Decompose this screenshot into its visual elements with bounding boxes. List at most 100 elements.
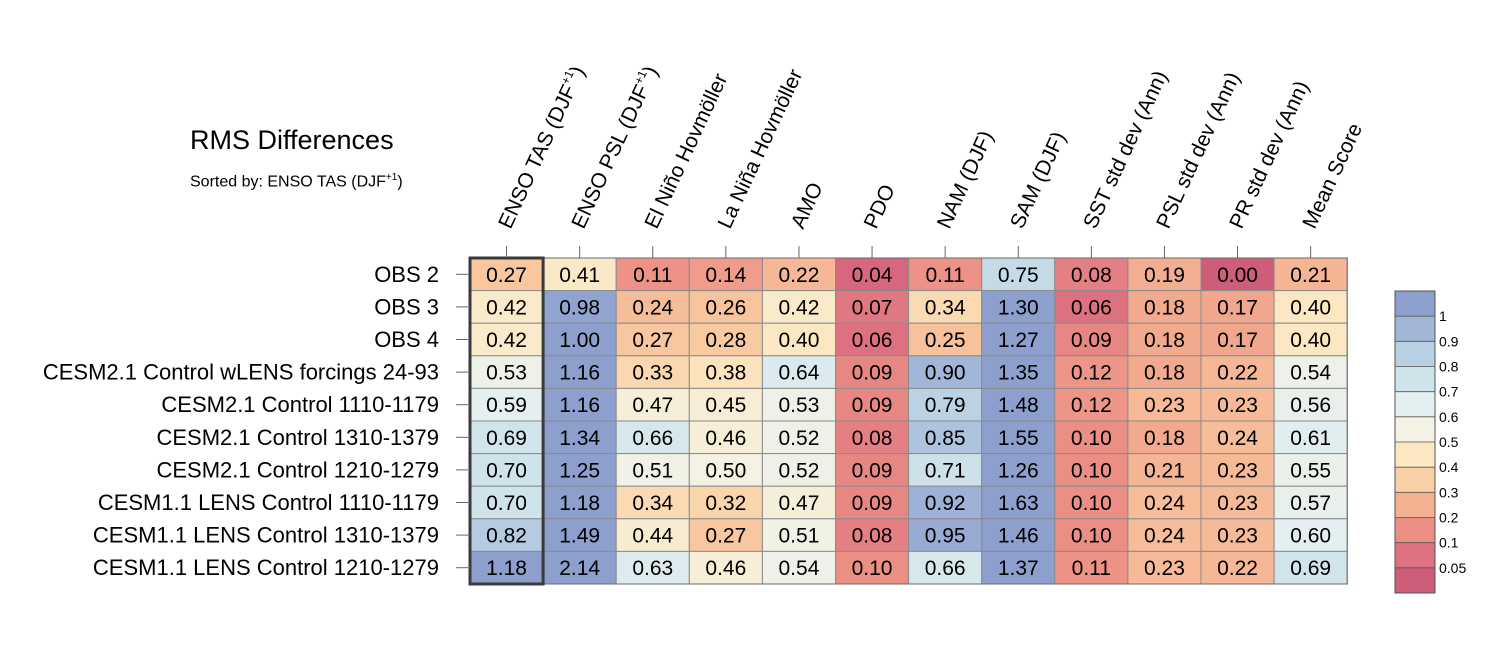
column-label: Mean Score: [1298, 120, 1367, 232]
cell-value-label: 0.23: [1217, 525, 1258, 548]
row-label: CESM2.1 Control wLENS forcings 24-93: [43, 360, 439, 385]
cell-value-label: 0.18: [1144, 362, 1185, 385]
cell-value-label: 0.17: [1217, 329, 1258, 352]
column-label-text: ENSO PSL (DJF: [567, 81, 654, 232]
column-label: El Niño Hovmöller: [640, 70, 732, 232]
colorbar-segment: [1395, 517, 1435, 543]
heatmap-cell: [908, 453, 983, 487]
heatmap-cell: [761, 290, 837, 324]
cell-value-label: 1.63: [998, 492, 1039, 515]
cell-value-label: 0.69: [1290, 557, 1331, 580]
heatmap-cell: [1200, 518, 1275, 552]
cell-value-label: 0.85: [925, 427, 966, 450]
colorbar-segment: [1395, 366, 1435, 392]
cell-value-label: 0.53: [779, 394, 820, 417]
heatmap-cell: [1200, 322, 1275, 357]
heatmap-cell: [761, 257, 837, 292]
cell-value-label: 0.11: [925, 264, 964, 287]
column-label-text: PR std dev (Ann): [1225, 77, 1313, 232]
cell-value-label: 0.28: [705, 329, 746, 352]
heatmap-cell: [981, 322, 1056, 357]
heatmap-cell: [615, 550, 690, 585]
chart-subtitle: Sorted by: ENSO TAS (DJF+1): [190, 172, 403, 191]
column-label: PR std dev (Ann): [1225, 77, 1313, 232]
heatmap-cell: [908, 550, 983, 585]
column-label: PDO: [860, 181, 900, 232]
colorbar-segment: [1395, 542, 1435, 568]
column-label-group: PDO: [860, 181, 900, 232]
subtitle-prefix: Sorted by: ENSO TAS (DJF: [190, 173, 386, 191]
cell-value-label: 0.40: [1290, 329, 1331, 352]
cell-value-label: 0.08: [852, 525, 893, 548]
column-label-group: SAM (DJF): [1006, 128, 1071, 232]
cell-value-label: 0.11: [1072, 557, 1111, 580]
cell-value-label: 0.66: [925, 557, 966, 580]
subtitle-suffix: ): [397, 173, 403, 191]
cell-value-label: 1.18: [559, 492, 600, 515]
heatmap-cell: [469, 518, 544, 552]
heatmap-cell: [615, 322, 690, 357]
colorbar-tick-label: 0.1: [1439, 535, 1459, 551]
colorbar-segment: [1395, 492, 1435, 518]
cell-value-label: 0.56: [1290, 394, 1331, 417]
cell-value-label: 0.50: [705, 459, 746, 482]
colorbar-segment: [1395, 442, 1435, 468]
cell-value-label: 0.40: [1290, 296, 1331, 319]
heatmap-cell: [688, 485, 763, 520]
column-label-text: NAM (DJF): [933, 127, 998, 232]
cell-value-label: 0.57: [1290, 492, 1331, 515]
cell-value-label: 0.09: [1071, 329, 1112, 352]
cell-value-label: 0.09: [852, 459, 893, 482]
heatmap-cell: [981, 420, 1056, 455]
column-label-group: PSL std dev (Ann): [1152, 69, 1245, 232]
cell-value-label: 0.14: [705, 264, 746, 287]
cell-value-label: 0.23: [1217, 459, 1258, 482]
cell-value-label: 0.40: [779, 329, 820, 352]
column-label-sup: +1: [558, 68, 577, 87]
cell-value-label: 0.34: [925, 296, 966, 319]
cell-value-label: 0.06: [852, 329, 893, 352]
heatmap-cell: [688, 420, 763, 455]
heatmap-cell: [615, 518, 690, 552]
heatmap-cell: [1054, 518, 1129, 552]
column-label: PSL std dev (Ann): [1152, 69, 1245, 232]
cell-value-label: 0.52: [779, 459, 820, 482]
heatmap-cell: [1273, 420, 1348, 455]
column-label: AMO: [787, 179, 828, 232]
column-label-text: AMO: [787, 179, 828, 232]
cell-value-label: 0.42: [779, 296, 820, 319]
cell-value-label: 0.27: [486, 264, 527, 287]
row-label: CESM2.1 Control 1210-1279: [157, 457, 440, 482]
heatmap-cell: [1273, 257, 1348, 292]
cell-value-label: 0.21: [1144, 459, 1185, 482]
column-label-text: SAM (DJF): [1006, 128, 1071, 232]
heatmap-cell: [761, 322, 837, 357]
cell-value-label: 0.51: [779, 525, 820, 548]
cell-value-label: 0.92: [925, 492, 966, 515]
colorbar-segment: [1395, 416, 1435, 442]
colorbar-tick-label: 0.5: [1439, 434, 1459, 450]
cell-value-label: 0.33: [632, 362, 673, 385]
cell-value-label: 0.41: [559, 264, 600, 287]
cell-value-label: 0.59: [486, 394, 527, 417]
cell-value-label: 0.47: [779, 492, 820, 515]
colorbar-segment: [1395, 316, 1435, 342]
heatmap-cell: [1273, 322, 1348, 357]
heatmap-cell: [835, 387, 910, 422]
cell-value-label: 0.27: [705, 525, 746, 548]
subtitle-sup: +1: [385, 172, 398, 183]
colorbar-tick-label: 0.3: [1439, 484, 1459, 500]
cell-value-label: 0.10: [1071, 492, 1112, 515]
cell-value-label: 1.18: [486, 557, 527, 580]
cell-value-label: 0.04: [852, 264, 893, 287]
heatmap-cell: [542, 387, 617, 422]
heatmap-cell: [1054, 485, 1129, 520]
cell-value-label: 0.10: [1071, 427, 1112, 450]
heatmap-cell: [688, 453, 763, 487]
colorbar-segment: [1395, 567, 1435, 593]
cell-value-label: 0.22: [1217, 362, 1258, 385]
row-label: CESM1.1 LENS Control 1310-1379: [93, 523, 439, 548]
colorbar-tick-label: 1: [1439, 308, 1447, 324]
heatmap-cell: [469, 453, 544, 487]
cell-value-label: 0.79: [925, 394, 966, 417]
